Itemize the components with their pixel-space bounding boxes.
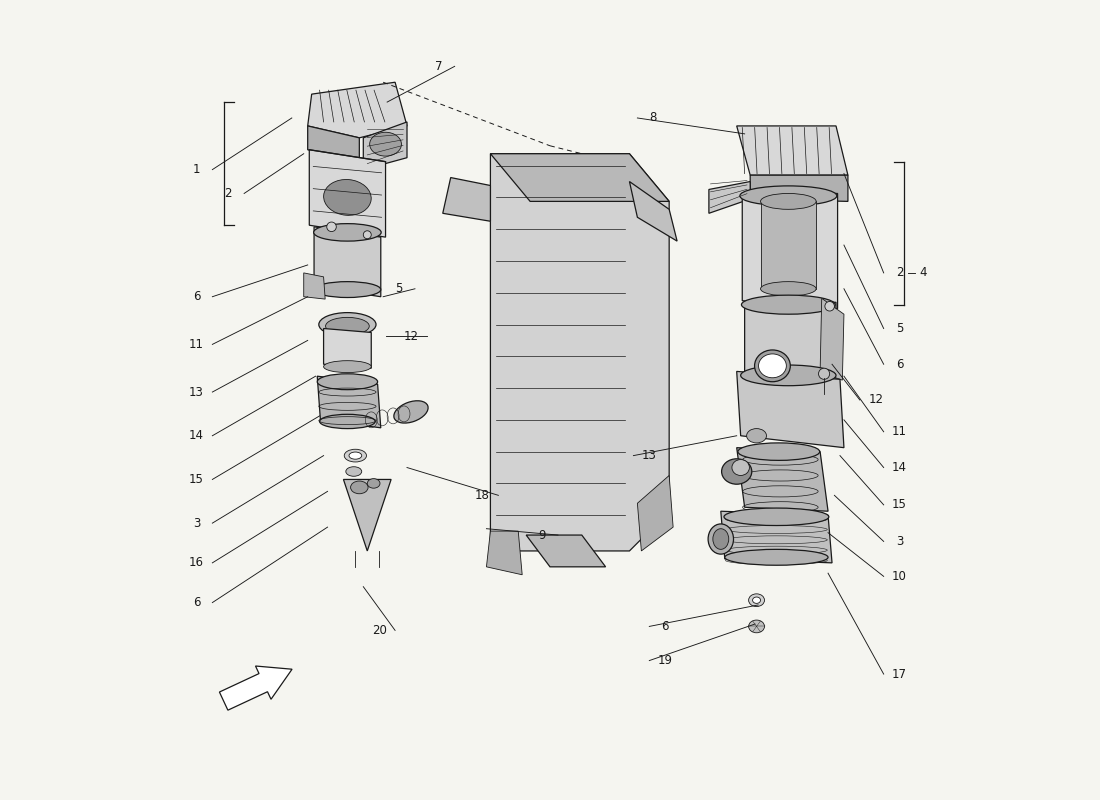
Ellipse shape <box>724 508 829 526</box>
Polygon shape <box>308 126 360 162</box>
Text: 6: 6 <box>661 620 669 633</box>
Polygon shape <box>745 302 836 380</box>
Text: 18: 18 <box>475 489 490 502</box>
Ellipse shape <box>759 354 786 378</box>
Circle shape <box>363 230 372 238</box>
Polygon shape <box>304 273 326 299</box>
Polygon shape <box>737 448 828 511</box>
Polygon shape <box>750 175 848 202</box>
Polygon shape <box>442 178 491 222</box>
Text: 5: 5 <box>395 282 403 295</box>
Text: 8: 8 <box>650 111 657 125</box>
Polygon shape <box>491 154 669 202</box>
Polygon shape <box>363 122 407 170</box>
Polygon shape <box>737 126 848 175</box>
Ellipse shape <box>323 361 372 373</box>
Polygon shape <box>315 227 381 297</box>
Polygon shape <box>821 298 844 380</box>
Text: 6: 6 <box>192 596 200 609</box>
Ellipse shape <box>323 179 371 215</box>
Polygon shape <box>219 666 293 710</box>
Text: 9: 9 <box>538 529 546 542</box>
Ellipse shape <box>367 478 380 488</box>
Ellipse shape <box>320 414 375 429</box>
Ellipse shape <box>747 429 767 443</box>
Text: 3: 3 <box>192 517 200 530</box>
Polygon shape <box>720 511 832 563</box>
Text: 15: 15 <box>892 498 907 511</box>
Ellipse shape <box>760 194 816 210</box>
Polygon shape <box>526 535 606 567</box>
Ellipse shape <box>349 452 362 459</box>
Polygon shape <box>708 182 750 214</box>
Polygon shape <box>742 194 837 309</box>
Polygon shape <box>737 371 844 448</box>
Polygon shape <box>760 202 816 289</box>
Ellipse shape <box>319 313 376 337</box>
Ellipse shape <box>752 597 760 603</box>
Text: 12: 12 <box>868 394 883 406</box>
Polygon shape <box>308 82 407 138</box>
Circle shape <box>825 302 835 311</box>
Circle shape <box>327 222 337 231</box>
Polygon shape <box>491 154 669 551</box>
Text: 17: 17 <box>892 667 907 681</box>
Ellipse shape <box>755 350 790 382</box>
Text: 2: 2 <box>895 266 903 279</box>
Ellipse shape <box>370 132 402 156</box>
Ellipse shape <box>740 365 836 386</box>
Ellipse shape <box>326 318 370 335</box>
Circle shape <box>818 368 829 379</box>
Polygon shape <box>309 150 386 237</box>
Text: 12: 12 <box>404 330 418 343</box>
Text: 4: 4 <box>920 266 927 279</box>
Text: 19: 19 <box>658 654 673 667</box>
Ellipse shape <box>722 458 751 484</box>
Polygon shape <box>323 329 372 368</box>
Ellipse shape <box>732 459 749 475</box>
Ellipse shape <box>708 524 734 554</box>
Ellipse shape <box>760 282 816 296</box>
Ellipse shape <box>741 295 835 314</box>
Ellipse shape <box>713 529 729 550</box>
Ellipse shape <box>749 620 764 633</box>
Ellipse shape <box>317 374 377 390</box>
Ellipse shape <box>344 450 366 462</box>
Text: 10: 10 <box>892 570 907 583</box>
Ellipse shape <box>394 401 428 423</box>
Polygon shape <box>637 475 673 551</box>
Text: 2: 2 <box>224 187 232 200</box>
Text: 11: 11 <box>892 426 907 438</box>
Ellipse shape <box>345 466 362 476</box>
Text: 20: 20 <box>372 624 386 637</box>
Text: 14: 14 <box>189 430 204 442</box>
Ellipse shape <box>740 186 837 206</box>
Ellipse shape <box>749 594 764 606</box>
Text: 6: 6 <box>895 358 903 370</box>
Text: 1: 1 <box>192 163 200 176</box>
Polygon shape <box>343 479 392 551</box>
Polygon shape <box>317 376 381 428</box>
Text: 13: 13 <box>642 449 657 462</box>
Text: 14: 14 <box>892 461 907 474</box>
Ellipse shape <box>314 224 382 241</box>
Text: 5: 5 <box>895 322 903 335</box>
Text: 3: 3 <box>895 535 903 548</box>
Text: 16: 16 <box>189 556 204 570</box>
Circle shape <box>825 371 835 381</box>
Text: 6: 6 <box>192 290 200 303</box>
Ellipse shape <box>315 282 381 298</box>
Ellipse shape <box>725 550 828 566</box>
Ellipse shape <box>742 367 834 385</box>
Text: 13: 13 <box>189 386 204 398</box>
Ellipse shape <box>738 443 820 460</box>
Text: 15: 15 <box>189 473 204 486</box>
Polygon shape <box>486 531 522 574</box>
Polygon shape <box>629 182 678 241</box>
Ellipse shape <box>351 481 369 494</box>
Text: 11: 11 <box>189 338 204 351</box>
Text: 7: 7 <box>434 60 442 73</box>
